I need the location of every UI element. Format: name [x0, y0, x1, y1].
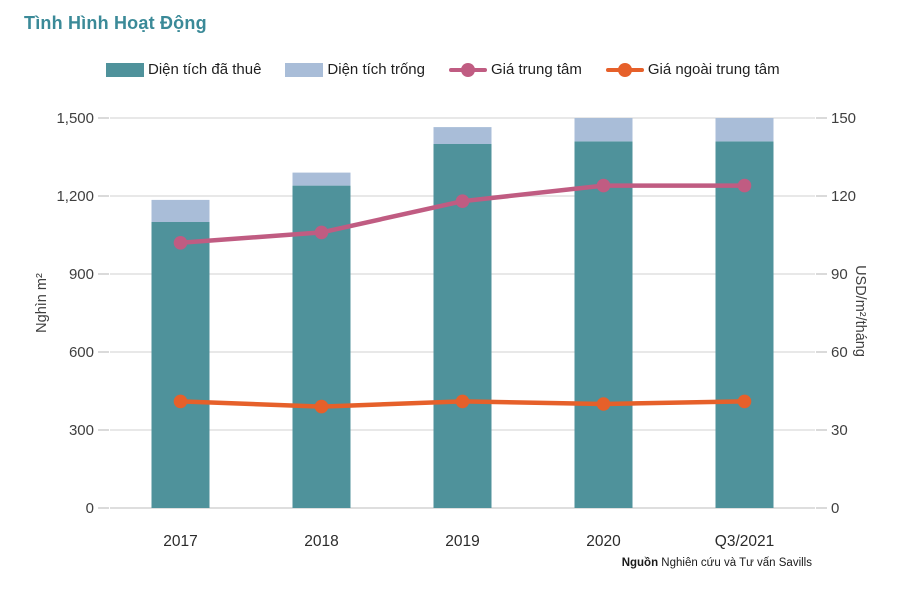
source-text: Nghiên cứu và Tư vấn Savills [658, 557, 812, 569]
legend-swatch-icon [106, 62, 144, 77]
left-axis-tick-label: 0 [86, 500, 94, 517]
line-marker-non_central-2017 [173, 394, 188, 409]
legend-line-marker-icon [448, 62, 487, 77]
legend-label: Diện tích trống [327, 61, 425, 78]
bar-segment-leased-Q3/2021 [715, 141, 774, 508]
chart-legend: Diện tích đã thuê Diện tích trống Giá trun… [106, 61, 780, 78]
x-axis-category-label: 2020 [586, 533, 621, 550]
line-marker-central-2020 [596, 178, 611, 193]
legend-line-marker-icon [605, 62, 644, 77]
bar-segment-vacant-2019 [433, 127, 492, 144]
bar-segment-vacant-2017 [151, 199, 210, 222]
line-marker-central-Q3/2021 [737, 178, 752, 193]
left-axis-tick-label: 1,500 [56, 110, 94, 127]
x-axis-category-label: 2017 [163, 533, 197, 550]
bar-segment-vacant-2020 [574, 118, 633, 142]
bar-segment-leased-2017 [151, 222, 210, 508]
right-axis-tick-label: 30 [831, 422, 848, 439]
right-axis-tick-label: 60 [831, 344, 848, 361]
legend-label: Giá ngoài trung tâm [647, 61, 780, 78]
line-marker-central-2017 [173, 236, 188, 250]
line-marker-central-2019 [455, 194, 470, 208]
source-note: Nguồn Nghiên cứu và Tư vấn Savills [622, 557, 812, 569]
line-marker-non_central-2019 [455, 394, 470, 409]
left-axis-tick-label: 600 [69, 344, 94, 361]
bar-segment-vacant-Q3/2021 [715, 118, 774, 142]
line-marker-non_central-2018 [314, 399, 329, 414]
line-marker-central-2018 [314, 225, 329, 240]
right-axis-tick-label: 0 [831, 500, 839, 517]
bar-segment-vacant-2018 [292, 172, 351, 186]
left-axis-tick-label: 900 [69, 266, 94, 283]
legend-item-1: Diện tích đã thuê [106, 61, 261, 78]
bar-segment-leased-2020 [574, 141, 633, 508]
legend-label: Diện tích đã thuê [148, 61, 262, 78]
x-axis-category-label: Q3/2021 [715, 533, 774, 550]
legend-swatch-icon [285, 62, 324, 77]
legend-item-4: Giá ngoài trung tâm [605, 61, 780, 78]
line-marker-non_central-Q3/2021 [737, 394, 752, 409]
legend-item-3: Giá trung tâm [448, 61, 582, 78]
left-axis-tick-label: 1,200 [56, 188, 94, 205]
x-axis-category-label: 2019 [445, 533, 479, 550]
right-axis-tick-label: 120 [831, 188, 856, 205]
legend-label: Giá trung tâm [490, 61, 582, 78]
bar-segment-leased-2018 [292, 185, 351, 508]
x-axis-category-label: 2018 [304, 533, 338, 550]
right-axis-tick-label: 90 [831, 266, 848, 283]
left-axis-tick-label: 300 [69, 422, 94, 439]
legend-item-2: Diện tích trống [285, 61, 425, 78]
line-marker-non_central-2020 [596, 397, 611, 411]
chart-title: Tình Hình Hoạt Động [24, 13, 207, 33]
source-label: Nguồn [621, 557, 659, 569]
right-axis-tick-label: 150 [831, 110, 856, 127]
